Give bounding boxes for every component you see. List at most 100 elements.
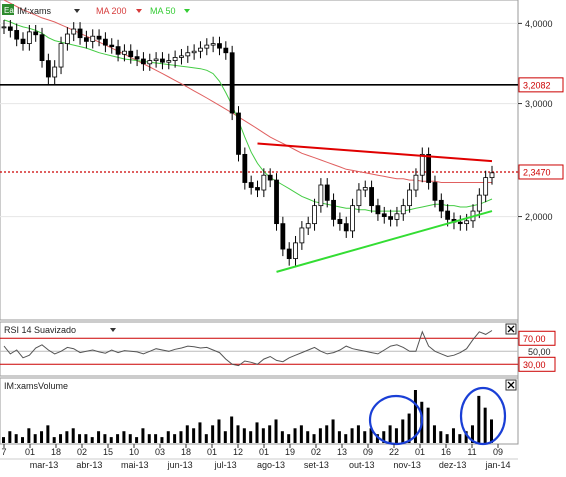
price-candle[interactable] [261,174,267,191]
volume-bar[interactable] [46,425,50,443]
price-candle[interactable] [122,50,127,55]
volume-bar[interactable] [337,431,341,443]
volume-bar[interactable] [122,431,126,443]
price-candle[interactable] [248,182,254,188]
volume-bar[interactable] [350,428,354,443]
rsi-title[interactable]: RSI 14 Suavizado [4,325,76,335]
price-candle[interactable] [286,248,292,260]
rsi-line[interactable] [3,330,493,367]
volume-bar[interactable] [59,434,63,443]
volume-bar[interactable] [21,437,25,443]
price-candle[interactable] [438,199,444,212]
volume-bar[interactable] [344,434,348,443]
price-candle[interactable] [26,31,32,45]
price-candle[interactable] [96,35,102,40]
volume-bar[interactable] [179,431,183,443]
volume-bar[interactable] [173,434,177,443]
price-candle[interactable] [476,194,482,212]
volume-bar[interactable] [249,431,253,443]
volume-bar[interactable] [236,425,240,443]
volume-bar[interactable] [166,431,170,443]
volume-bar[interactable] [299,425,303,443]
volume-bar[interactable] [363,431,367,443]
price-candle[interactable] [103,38,108,46]
price-candle[interactable] [343,223,349,232]
volume-bar[interactable] [160,437,164,443]
price-candle[interactable] [242,153,248,183]
price-candle[interactable] [350,205,355,232]
price-candle[interactable] [109,44,115,48]
volume-bar[interactable] [147,434,151,443]
price-candle[interactable] [185,52,191,57]
volume-bar[interactable] [135,437,139,443]
price-candle[interactable] [407,189,413,207]
price-candle[interactable] [191,50,197,54]
price-candle[interactable] [394,213,400,220]
price-candle[interactable] [413,174,419,191]
volume-bar[interactable] [268,425,272,443]
price-candle[interactable] [172,57,178,61]
price-candle[interactable] [375,205,381,215]
volume-bar[interactable] [116,434,120,443]
volume-bar[interactable] [230,416,234,444]
volume-bar[interactable] [287,434,291,443]
price-candle[interactable] [312,205,317,225]
price-candle[interactable] [324,184,330,201]
volume-bar[interactable] [78,434,82,443]
price-candle[interactable] [280,223,286,250]
ma50-line[interactable] [3,19,493,212]
volume-bar[interactable] [407,413,411,443]
price-candle[interactable] [293,242,298,260]
price-candle[interactable] [217,43,222,49]
price-candle[interactable] [400,205,406,215]
volume-bar[interactable] [2,437,5,443]
volume-bar[interactable] [217,419,221,443]
volume-bar[interactable] [40,431,44,443]
volume-bar[interactable] [293,428,297,443]
price-candle[interactable] [419,153,425,176]
price-candle[interactable] [45,60,51,78]
volume-bar[interactable] [356,425,360,443]
price-candle[interactable] [210,43,216,46]
price-candle[interactable] [337,218,343,225]
volume-bar[interactable] [394,428,398,443]
triangle-down-icon[interactable] [110,328,116,332]
price-candle[interactable] [426,153,432,183]
volume-close-button[interactable] [505,379,517,391]
price-candle[interactable] [267,174,273,181]
volume-bar[interactable] [312,434,316,443]
price-candle[interactable] [318,184,324,207]
volume-bar[interactable] [477,395,481,443]
volume-bar[interactable] [185,425,189,443]
price-candle[interactable] [134,56,140,60]
triangle-down-icon[interactable] [184,9,190,13]
price-candle[interactable] [464,220,470,225]
volume-bar[interactable] [470,425,474,443]
price-candle[interactable] [305,223,311,229]
volume-title[interactable]: IM:xamsVolume [4,381,68,391]
price-candle[interactable] [236,112,241,155]
price-candle[interactable] [14,30,20,40]
legend-ma200[interactable]: MA 200 [96,6,127,16]
price-candle[interactable] [39,34,45,61]
price-candle[interactable] [58,43,64,68]
volume-bar[interactable] [84,434,88,443]
volume-bar[interactable] [306,431,310,443]
triangle-down-icon[interactable] [74,9,80,13]
price-candle[interactable] [166,60,172,63]
price-candle[interactable] [1,26,7,29]
volume-bar[interactable] [445,434,449,443]
price-candle[interactable] [153,58,159,61]
price-candle[interactable] [223,47,229,54]
volume-bar[interactable] [198,422,202,443]
price-candle[interactable] [331,199,336,220]
volume-bar[interactable] [90,437,94,443]
price-candle[interactable] [432,182,438,201]
price-candle[interactable] [255,187,260,191]
volume-bar[interactable] [109,437,113,443]
price-candle[interactable] [83,37,89,42]
price-candle[interactable] [115,46,121,55]
price-candle[interactable] [274,179,279,225]
volume-bar[interactable] [432,425,436,443]
price-candle[interactable] [369,187,374,207]
